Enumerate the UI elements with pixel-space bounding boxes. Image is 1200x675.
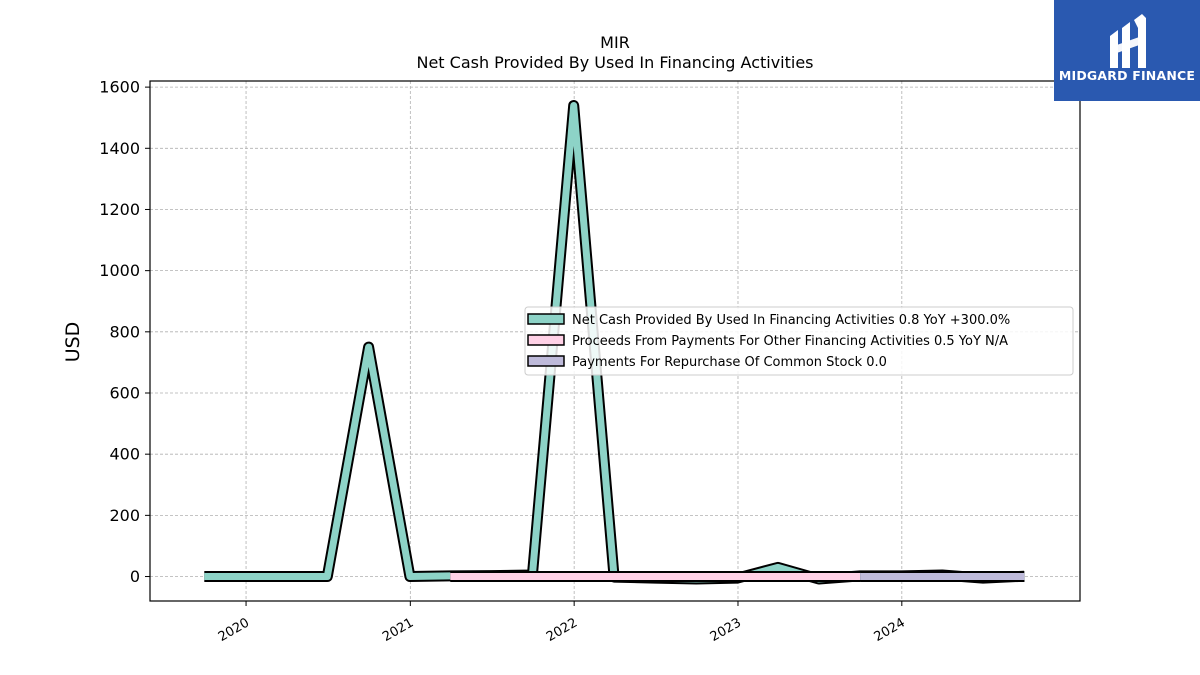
y-tick-label: 1600 <box>99 78 140 97</box>
y-tick-label: 200 <box>109 506 140 525</box>
x-tick-label: 2023 <box>708 615 744 645</box>
y-tick-label: 0 <box>130 567 140 586</box>
chart-title: MIR <box>600 33 630 52</box>
brand-name: MIDGARD FINANCE <box>1058 68 1196 83</box>
y-axis-label: USD <box>62 322 84 363</box>
midgard-logo-icon <box>1054 0 1200 101</box>
x-tick-label: 2024 <box>872 615 908 645</box>
brand-logo-box: MIDGARD FINANCE <box>1054 0 1200 101</box>
chart-subtitle: Net Cash Provided By Used In Financing A… <box>416 53 813 72</box>
y-tick-label: 1000 <box>99 261 140 280</box>
plot-frame <box>149 80 1081 602</box>
legend-label-1: Proceeds From Payments For Other Financi… <box>572 334 1008 349</box>
x-tick-label: 2022 <box>544 615 580 645</box>
y-tick-label: 1400 <box>99 139 140 158</box>
x-tick-label: 2021 <box>380 615 416 645</box>
y-tick-label: 400 <box>109 445 140 464</box>
legend: Net Cash Provided By Used In Financing A… <box>524 306 1074 376</box>
legend-label-0: Net Cash Provided By Used In Financing A… <box>572 313 1010 328</box>
x-tick-label: 2020 <box>216 615 252 645</box>
y-tick-label: 800 <box>109 322 140 341</box>
legend-swatch-0 <box>527 313 565 325</box>
tick-layer: 0 200 400 600 800 1000 1200 1400 1600 2020 2021 202… <box>99 78 908 645</box>
legend-box <box>524 306 1074 376</box>
y-tick-label: 1200 <box>99 200 140 219</box>
series-layer <box>204 100 1025 585</box>
legend-swatch-2 <box>527 355 565 367</box>
y-tick-label: 600 <box>109 384 140 403</box>
legend-swatch-1 <box>527 334 565 346</box>
legend-label-2: Payments For Repurchase Of Common Stock … <box>572 355 887 370</box>
